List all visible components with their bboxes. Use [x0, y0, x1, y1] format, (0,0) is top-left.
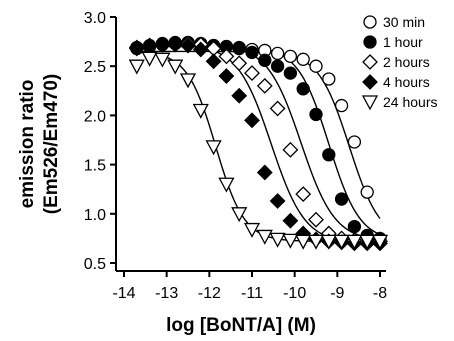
data-point	[269, 232, 286, 248]
data-point	[245, 45, 259, 60]
fit-curve	[136, 45, 381, 236]
data-point	[295, 186, 312, 203]
fit-curve	[136, 51, 380, 243]
data-point	[320, 234, 337, 250]
legend-label: 24 hours	[383, 94, 437, 110]
data-point	[295, 234, 312, 250]
data-point	[192, 41, 209, 58]
data-point	[218, 68, 235, 84]
y-tick-label: 0.5	[84, 256, 106, 273]
data-point	[180, 37, 196, 54]
data-point	[334, 192, 349, 206]
data-point	[283, 66, 298, 80]
x-tick-label: -12	[198, 285, 221, 302]
x-tick-label: -8	[373, 285, 387, 302]
data-point	[282, 233, 299, 249]
x-tick-label: -9	[330, 285, 344, 302]
data-point	[334, 98, 349, 113]
legend-marker	[363, 15, 377, 29]
x-tick-label: -10	[283, 285, 306, 302]
y-tick-label: 1.5	[84, 158, 106, 175]
data-point	[256, 77, 273, 94]
legend-marker	[363, 35, 377, 49]
data-point	[179, 73, 197, 89]
y-axis-title-line2: (Em526/Em470)	[41, 74, 62, 214]
data-point	[231, 207, 248, 223]
legend-marker	[361, 95, 379, 111]
data-point	[360, 185, 374, 199]
y-axis-title: emission ratio	[17, 80, 38, 209]
legend-label: 1 hour	[383, 34, 423, 50]
data-point	[258, 53, 272, 67]
data-point	[270, 46, 285, 61]
data-point	[283, 49, 298, 64]
legend-marker	[362, 74, 378, 90]
data-points	[128, 35, 389, 252]
data-point	[309, 107, 323, 122]
y-tick-label: 2.5	[84, 59, 106, 76]
data-point	[231, 55, 248, 72]
data-point	[243, 222, 261, 238]
legend-label: 2 hours	[383, 54, 430, 70]
data-point	[128, 59, 145, 75]
ticks: 0.5 1.0 1.5 2.0 2.5 3.0 -14 -13 -12 -11 -10 -9 -8	[84, 10, 387, 302]
data-point	[244, 65, 260, 82]
data-point	[167, 59, 184, 75]
data-point	[322, 148, 336, 162]
data-point	[296, 52, 310, 66]
data-point	[347, 135, 362, 149]
x-tick-label: -14	[112, 285, 135, 302]
data-point	[141, 51, 158, 67]
data-point	[205, 53, 222, 70]
series-points	[128, 51, 389, 250]
y-tick-label: 1.0	[84, 207, 106, 224]
data-point	[333, 234, 350, 250]
data-point	[371, 234, 389, 250]
data-point	[154, 52, 171, 68]
data-point	[205, 140, 222, 156]
x-axis-title: log [BoNT/A] (M)	[166, 315, 316, 336]
data-point	[269, 100, 286, 117]
data-point	[347, 219, 362, 234]
data-point	[244, 112, 260, 129]
data-point	[269, 193, 286, 209]
data-point	[322, 72, 336, 86]
data-point	[128, 39, 145, 56]
data-point	[308, 211, 324, 228]
y-tick-label: 3.0	[84, 10, 106, 27]
legend-marker	[362, 54, 378, 70]
data-point	[218, 48, 235, 65]
data-point	[346, 234, 363, 250]
data-point	[282, 141, 299, 158]
data-point	[192, 103, 209, 119]
y-tick-label: 2.0	[84, 108, 106, 125]
data-point	[218, 177, 235, 193]
data-point	[256, 229, 273, 245]
data-point	[309, 59, 323, 73]
data-point	[296, 82, 310, 96]
data-point	[307, 234, 325, 250]
data-point	[270, 59, 285, 73]
legend-label: 4 hours	[383, 74, 430, 90]
x-tick-label: -13	[155, 285, 178, 302]
data-point	[231, 87, 248, 104]
data-point	[154, 36, 171, 53]
legend: 30 min 1 hour 2 hours 4 hours 24 hours	[361, 14, 437, 111]
data-point	[256, 164, 273, 181]
data-point	[232, 41, 246, 56]
data-point	[359, 234, 376, 250]
data-point	[282, 212, 299, 229]
x-tick-label: -11	[241, 285, 263, 302]
legend-label: 30 min	[383, 14, 425, 30]
data-point	[167, 36, 184, 53]
